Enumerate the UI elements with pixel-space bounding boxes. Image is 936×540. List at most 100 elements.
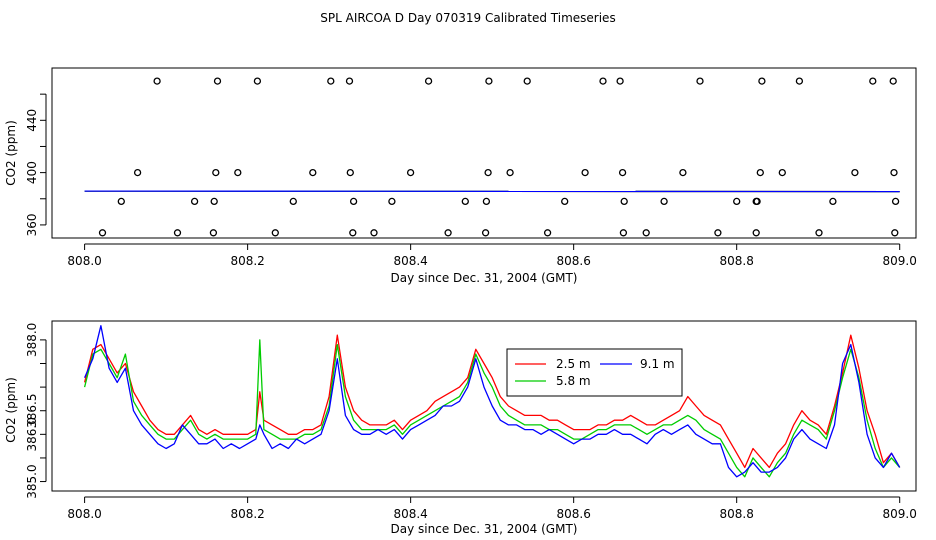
calibration-point [388,197,396,206]
calibration-point [642,229,650,237]
top-calibration-points [98,77,900,237]
calibration-point [679,168,687,177]
calibration-point [714,229,722,237]
top-y-axis: 360 400 440 [25,93,47,236]
calibration-point [758,77,766,85]
bottom-y-tick-label: 386.5 [25,394,39,428]
calibration-point [370,229,378,237]
calibration-point [444,229,452,237]
bottom-series-2-5-m [83,334,901,469]
top-panel: 808.0 808.2 808.4 808.6 808.8 809.0 360 400 440… [4,67,917,285]
top-plot-frame [51,67,917,239]
calibration-point [461,197,469,206]
top-x-tick-label: 808.4 [393,254,427,268]
bottom-x-tick-label: 809.0 [883,507,917,521]
calibration-point [851,168,859,177]
bottom-x-tick-label: 808.8 [719,507,753,521]
calibration-point [349,197,358,206]
bottom-series-lines [83,325,901,478]
calibration-point [253,77,262,85]
calibration-point [289,197,297,206]
calibration-point [173,229,182,237]
bottom-series-5-8-m [83,339,901,478]
bottom-y-tick-label: 388.0 [25,323,39,357]
calibration-point [209,229,218,237]
calibration-point [829,197,837,206]
calibration-point [778,168,786,177]
calibration-point [406,168,415,177]
calibration-point [349,229,357,237]
calibration-point [424,77,433,85]
legend-label-2-5m: 2.5 m [556,357,591,371]
calibration-point [696,77,704,85]
calibration-point [484,168,492,177]
calibration-point [618,168,627,177]
top-x-tick-label: 808.8 [719,254,753,268]
calibration-point [309,168,317,177]
top-y-tick-label: 440 [25,109,39,132]
legend: 2.5 m 9.1 m 5.8 m [506,348,683,397]
calibration-point [133,168,142,177]
calibration-point [753,197,761,206]
calibration-point [153,77,161,85]
top-x-tick-label: 808.2 [230,254,264,268]
calibration-point [752,229,760,237]
calibration-point [619,229,628,237]
top-series-9-1-m [84,190,900,193]
calibration-point [345,77,354,85]
bottom-plot-frame [51,320,917,492]
calibration-point [523,77,531,85]
calibration-point [891,197,900,206]
bottom-y-axis-label: CO2 (ppm) [4,377,18,443]
calibration-point [506,168,514,177]
calibration-point [733,197,741,206]
bottom-panel: 808.0 808.2 808.4 808.6 808.8 809.0 385.0 386.… [4,320,917,536]
top-x-axis: 808.0 808.2 808.4 808.6 808.8 809.0 [67,243,917,268]
bottom-x-tick-label: 808.0 [67,507,101,521]
top-series-lines [84,190,900,193]
calibration-point [481,229,490,237]
calibration-point [616,77,624,85]
figure-title: SPL AIRCOA D Day 070319 Calibrated Times… [320,11,615,25]
calibration-point [581,168,589,177]
calibration-point [660,197,668,206]
calibration-point [891,229,899,237]
top-x-tick-label: 808.0 [67,254,101,268]
calibration-point [543,229,552,237]
legend-label-5-8m: 5.8 m [556,374,591,388]
calibration-point [599,77,607,85]
calibration-point [869,77,877,85]
calibration-point [210,197,218,206]
calibration-point [561,197,569,206]
top-y-tick-label: 400 [25,161,39,184]
bottom-x-axis: 808.0 808.2 808.4 808.6 808.8 809.0 [67,496,917,521]
calibration-point [327,77,335,85]
calibration-point [212,168,220,177]
bottom-y-tick-label: 385.0 [25,464,39,498]
calibration-point [213,77,222,85]
bottom-y-tick-label: 386.0 [25,417,39,451]
top-x-tick-label: 809.0 [883,254,917,268]
bottom-series-9-1-m [84,325,901,478]
top-x-tick-label: 808.6 [556,254,590,268]
calibration-point [98,229,107,237]
top-x-axis-label: Day since Dec. 31, 2004 (GMT) [391,271,578,285]
calibration-point [485,77,493,85]
calibration-point [795,77,804,85]
calibration-point [190,197,199,206]
bottom-x-tick-label: 808.2 [230,507,264,521]
legend-box [506,348,683,397]
bottom-x-tick-label: 808.6 [556,507,590,521]
calibration-point [346,168,354,177]
top-y-tick-label: 360 [25,213,39,236]
top-y-axis-label: CO2 (ppm) [4,120,18,186]
calibration-point [482,197,491,206]
calibration-point [890,168,898,177]
legend-label-9-1m: 9.1 m [640,357,675,371]
calibration-point [117,197,125,206]
calibration-point [815,229,823,237]
calibration-point [234,168,242,177]
bottom-x-tick-label: 808.4 [393,507,427,521]
